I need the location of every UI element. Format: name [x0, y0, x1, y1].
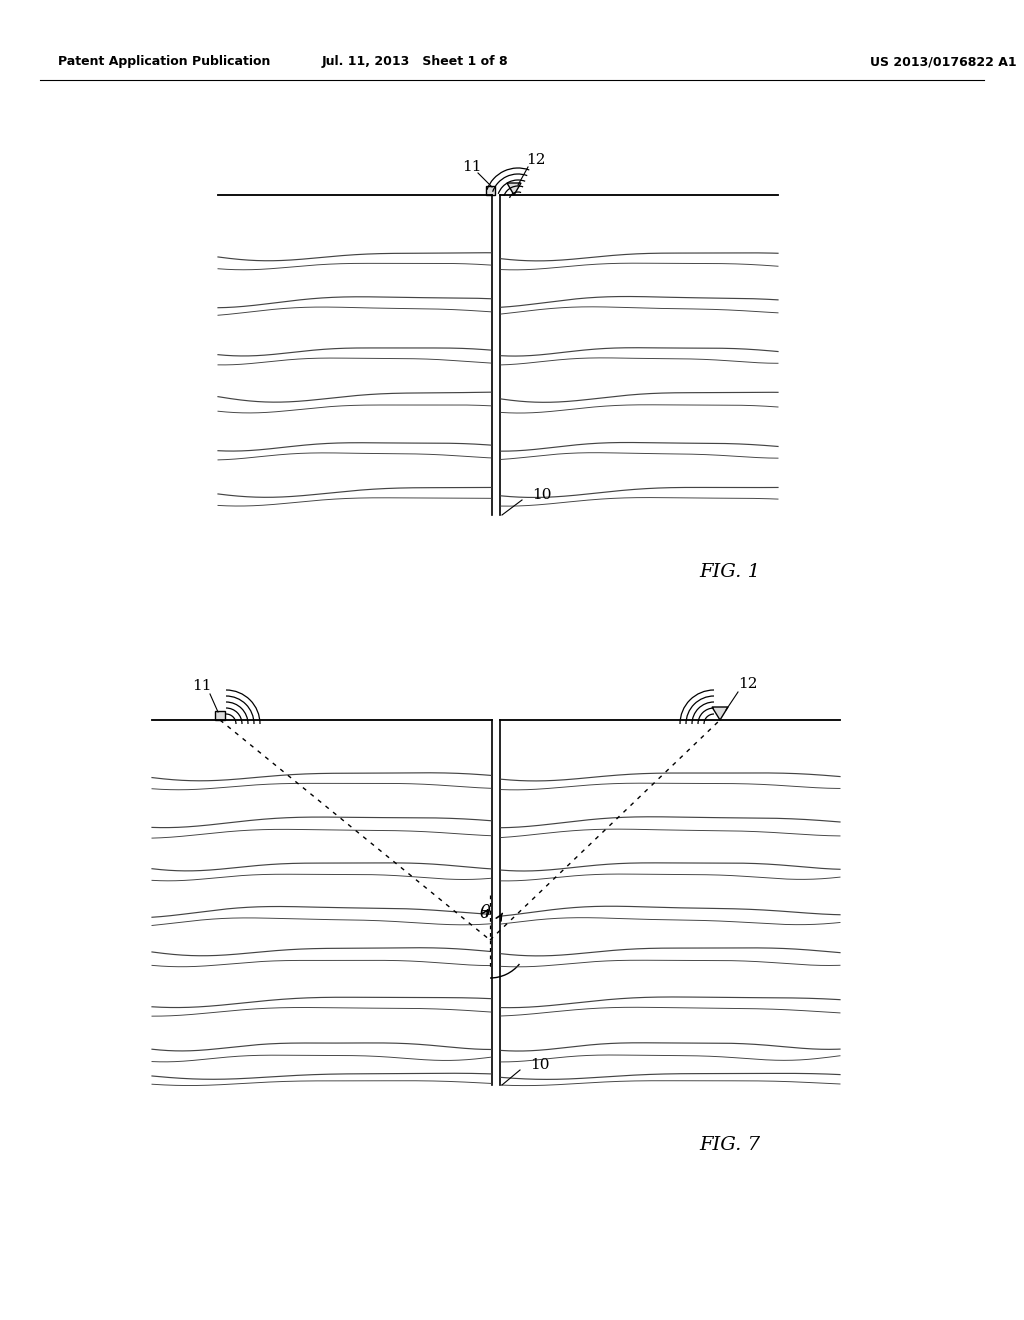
Text: 12: 12: [526, 153, 546, 168]
Text: US 2013/0176822 A1: US 2013/0176822 A1: [870, 55, 1017, 69]
Bar: [486, 186, 495, 195]
Text: 10: 10: [532, 488, 552, 502]
Text: Patent Application Publication: Patent Application Publication: [58, 55, 270, 69]
Text: 10: 10: [530, 1059, 550, 1072]
Polygon shape: [507, 183, 521, 195]
Text: Jul. 11, 2013   Sheet 1 of 8: Jul. 11, 2013 Sheet 1 of 8: [322, 55, 508, 69]
Text: 11: 11: [462, 160, 481, 174]
Polygon shape: [712, 708, 728, 719]
Text: 11: 11: [193, 678, 212, 693]
Text: FIG. 7: FIG. 7: [699, 1137, 761, 1154]
Text: 12: 12: [738, 677, 758, 690]
Text: θ: θ: [479, 904, 490, 923]
Text: FIG. 1: FIG. 1: [699, 564, 761, 581]
Bar: [215, 711, 225, 719]
